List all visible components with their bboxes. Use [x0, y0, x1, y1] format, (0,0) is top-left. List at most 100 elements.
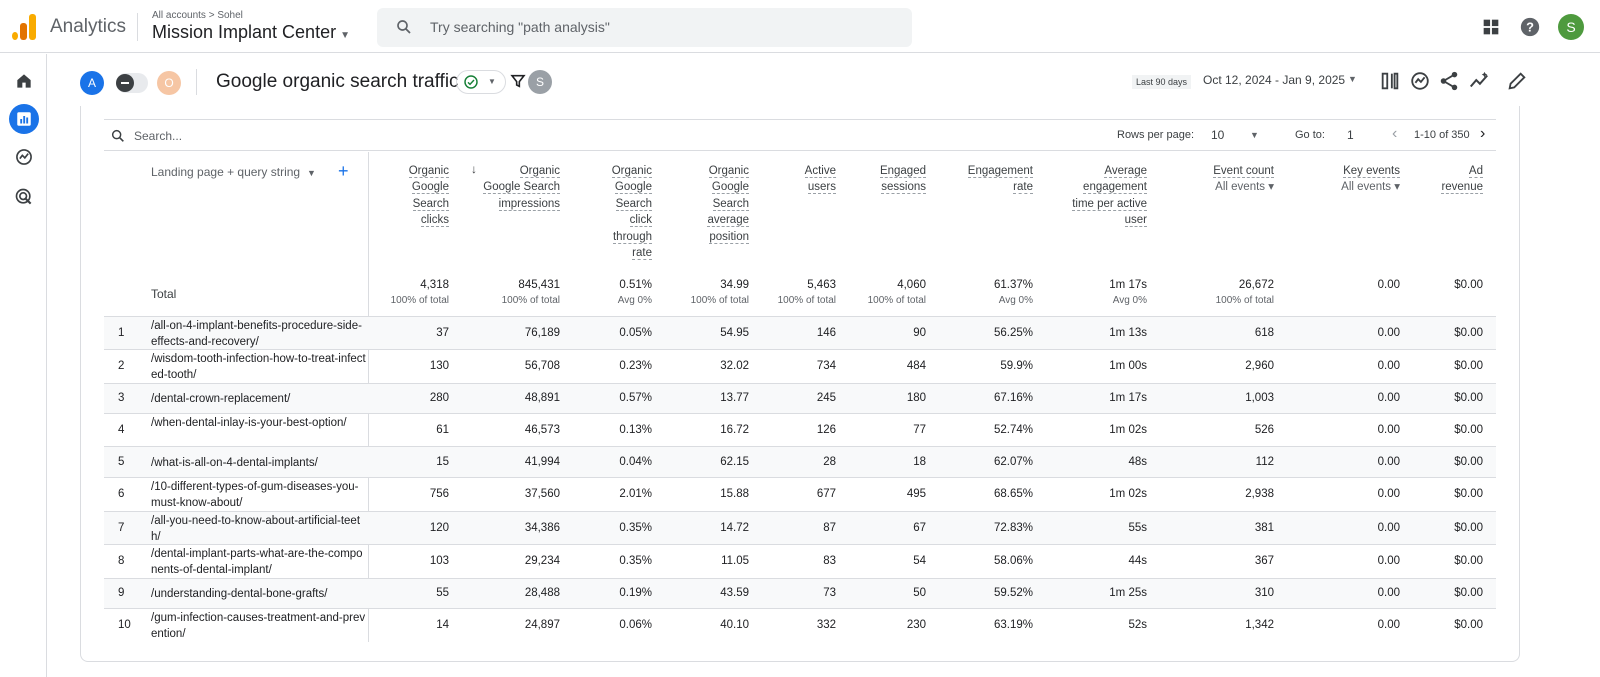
row-number: 2 — [118, 360, 125, 372]
landing-page-link[interactable]: /understanding-dental-bone-grafts/ — [151, 588, 328, 600]
column-header-line: position — [709, 230, 749, 244]
metric-cell: 56,708 — [524, 360, 560, 372]
table-toolbar: Search... Rows per page: 10 ▼ Go to: 1 ‹… — [104, 119, 1496, 151]
trend-insights-icon[interactable] — [1468, 70, 1490, 92]
metric-cell: 0.00 — [1377, 360, 1400, 372]
compare-columns-icon[interactable] — [1379, 70, 1401, 92]
table-search-input[interactable]: Search... — [134, 129, 183, 143]
column-header[interactable]: Organic Google Search impressions — [483, 163, 560, 212]
column-header[interactable]: Key events All events ▾ — [1341, 163, 1400, 196]
rows-per-page-select[interactable]: 10 — [1211, 128, 1225, 142]
user-avatar[interactable]: S — [1558, 14, 1584, 40]
table-row[interactable]: 2/wisdom-tooth-infection-how-to-treat-in… — [104, 349, 1496, 383]
column-header-line: Event count — [1213, 165, 1274, 178]
table-row[interactable]: 9/understanding-dental-bone-grafts/55 28,… — [104, 578, 1496, 608]
row-number: 4 — [118, 423, 125, 436]
column-filter-select[interactable]: All events ▾ — [1341, 181, 1400, 194]
date-range[interactable]: Oct 12, 2024 - Jan 9, 2025 — [1203, 73, 1346, 87]
caret-down-icon[interactable]: ▼ — [307, 168, 316, 178]
report-status-dropdown[interactable]: ▼ — [456, 70, 506, 94]
comparison-chip-o[interactable]: O — [157, 71, 181, 95]
total-cell: 4,060 100% of total — [868, 279, 926, 306]
column-header[interactable]: Organic Google Search click through rate — [611, 163, 652, 261]
dimension-header[interactable]: Landing page + query string — [151, 165, 301, 179]
filter-icon[interactable] — [510, 73, 526, 89]
column-header-line: Engagement — [967, 165, 1033, 178]
metric-cell: 112 — [1255, 455, 1274, 468]
landing-page-link[interactable]: /10-different-types-of-gum-diseases-you-… — [151, 481, 359, 510]
metric-cell: 52.74% — [993, 423, 1033, 436]
column-header[interactable]: Engaged sessions — [879, 163, 926, 196]
total-percent: Avg 0% — [1112, 295, 1147, 306]
table-row[interactable]: 8/dental-implant-parts-what-are-the-comp… — [104, 544, 1496, 578]
table-row[interactable]: 7/all-you-need-to-know-about-artificial-… — [104, 511, 1496, 544]
metric-cell: 76,189 — [524, 326, 560, 339]
caret-down-icon: ▼ — [488, 77, 496, 86]
table-row[interactable]: 3/dental-crown-replacement/280 48,891 0.57… — [104, 383, 1496, 413]
table-row[interactable]: 6/10-different-types-of-gum-diseases-you… — [104, 477, 1496, 511]
column-header[interactable]: Organic Google Search clicks — [408, 163, 449, 229]
metric-cell: 332 — [816, 619, 836, 631]
table-row[interactable]: 4/when-dental-inlay-is-your-best-option/… — [104, 413, 1496, 446]
table-row[interactable]: 1/all-on-4-implant-benefits-procedure-si… — [104, 316, 1496, 349]
breadcrumb[interactable]: All accounts > Sohel — [152, 10, 243, 21]
sort-desc-icon[interactable]: ↓ — [471, 162, 477, 176]
column-header[interactable]: Event count All events ▾ — [1213, 163, 1274, 196]
metric-cell: 618 — [1254, 326, 1274, 339]
table-row[interactable]: 10/gum-infection-causes-treatment-and-pr… — [104, 608, 1496, 642]
nav-home[interactable] — [9, 66, 39, 96]
insights-icon[interactable] — [1409, 70, 1431, 92]
landing-page-link[interactable]: /gum-infection-causes-treatment-and-prev… — [151, 612, 366, 641]
landing-page-link[interactable]: /dental-implant-parts-what-are-the-compo… — [151, 548, 363, 577]
landing-page-link[interactable]: /wisdom-tooth-infection-how-to-treat-inf… — [151, 353, 366, 382]
date-caret-icon[interactable]: ▼ — [1348, 74, 1357, 84]
previous-page-icon[interactable]: ‹ — [1392, 125, 1398, 142]
column-header[interactable]: Average engagement time per active user — [1072, 163, 1147, 229]
column-header-line: Google — [711, 181, 749, 195]
metric-cell: 1,003 — [1245, 392, 1274, 404]
column-filter-select[interactable]: All events ▾ — [1215, 181, 1274, 194]
search-bar[interactable]: Try searching "path analysis" — [377, 8, 912, 47]
metric-cell: $0.00 — [1454, 555, 1483, 567]
metric-cell: 37,560 — [524, 488, 560, 500]
table-row[interactable]: 5/what-is-all-on-4-dental-implants/15 41,… — [104, 446, 1496, 477]
column-header[interactable]: Active users — [804, 163, 836, 196]
segment-chip-s[interactable]: S — [528, 70, 552, 94]
landing-page-link[interactable]: /dental-crown-replacement/ — [151, 393, 291, 405]
nav-advertising[interactable] — [9, 182, 39, 212]
landing-page-link[interactable]: /all-on-4-implant-benefits-procedure-sid… — [151, 320, 362, 349]
landing-page-link[interactable]: /all-you-need-to-know-about-artificial-t… — [151, 515, 361, 544]
add-dimension-icon[interactable]: + — [338, 161, 349, 181]
total-percent: 100% of total — [390, 295, 449, 306]
help-icon[interactable]: ? — [1519, 16, 1541, 38]
total-cell: 61.37% Avg 0% — [994, 279, 1033, 306]
next-page-icon[interactable]: › — [1480, 125, 1486, 142]
row-number: 7 — [118, 521, 125, 534]
edit-pencil-icon[interactable] — [1506, 70, 1528, 92]
column-header[interactable]: Organic Google Search average position — [707, 163, 749, 245]
property-selector[interactable]: Mission Implant Center ▼ — [152, 22, 350, 43]
row-number: 6 — [118, 488, 125, 500]
metric-cell: 58.06% — [993, 555, 1033, 567]
column-header[interactable]: Engagement rate — [967, 163, 1033, 196]
caret-down-icon[interactable]: ▼ — [1250, 130, 1259, 140]
metric-cell: 0.57% — [619, 392, 652, 404]
column-header-line: user — [1124, 214, 1147, 228]
analytics-logo[interactable] — [12, 14, 36, 40]
total-value: 5,463 — [807, 279, 836, 291]
share-icon[interactable] — [1438, 70, 1460, 92]
nav-reports[interactable] — [9, 104, 39, 134]
apps-grid-icon[interactable] — [1480, 16, 1502, 38]
landing-page-link[interactable]: /when-dental-inlay-is-your-best-option/ — [151, 417, 347, 429]
landing-page-link[interactable]: /what-is-all-on-4-dental-implants/ — [151, 456, 318, 469]
goto-page-input[interactable]: 1 — [1347, 128, 1354, 142]
metric-cell: 734 — [816, 360, 836, 372]
metric-cell: 0.35% — [619, 521, 652, 534]
nav-explore[interactable] — [9, 142, 39, 172]
comparison-toggle[interactable] — [116, 73, 148, 93]
comparison-chip-a[interactable]: A — [80, 71, 104, 95]
total-cell: 4,318 100% of total — [391, 279, 449, 306]
search-icon[interactable] — [110, 128, 126, 144]
metric-cell: 48s — [1128, 455, 1147, 468]
column-header[interactable]: Ad revenue — [1441, 163, 1483, 196]
